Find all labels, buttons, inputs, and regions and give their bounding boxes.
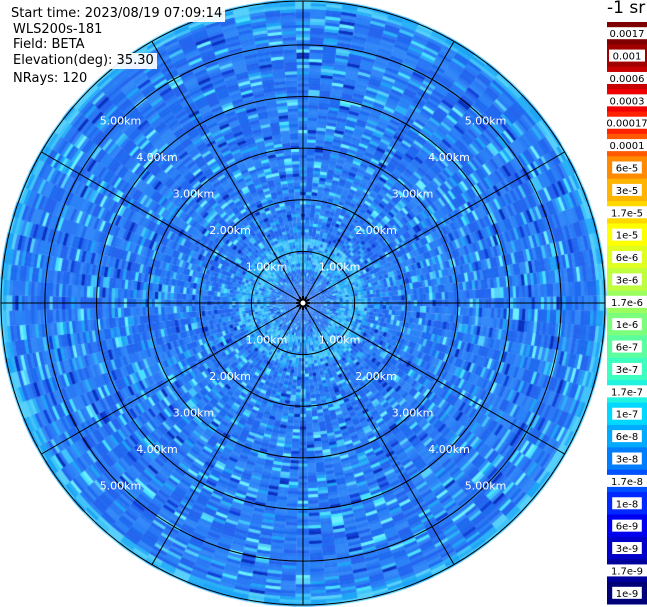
field-label: Field: BETA [10, 37, 88, 53]
ring-label: 1.00km [246, 260, 288, 273]
colorbar-tick-bg [612, 497, 642, 510]
ring-label: 2.00km [209, 224, 251, 237]
colorbar-tick-bg [612, 362, 642, 375]
colorbar-tick-bg [612, 228, 642, 241]
ring-label: 3.00km [173, 187, 215, 200]
colorbar-tick-bg [612, 318, 642, 331]
colorbar-tick-bg [605, 564, 647, 577]
colorbar-tick-bg [605, 139, 647, 152]
ring-label: 1.00km [246, 334, 288, 347]
ring-label: 1.00km [319, 260, 361, 273]
colorbar-tick-bg [605, 71, 647, 84]
ring-label: 4.00km [428, 151, 470, 164]
elevation-label: Elevation(deg): 35.30 [10, 53, 157, 69]
colorbar-tick-bg [612, 273, 642, 286]
ring-label: 2.00km [355, 224, 397, 237]
colorbar-tick-label: 6e-5 [616, 164, 639, 175]
nrays-label: NRays: 120 [10, 71, 91, 87]
ring-label: 1.00km [319, 334, 361, 347]
radial-line-210 [151, 302, 304, 565]
colorbar-tick-label: 6e-7 [616, 343, 639, 354]
ring-label: 2.00km [355, 370, 397, 383]
ring-label: 5.00km [465, 480, 507, 493]
ring-label: 3.00km [392, 187, 434, 200]
ring-label: 5.00km [465, 114, 507, 127]
colorbar-tick-bg [605, 206, 647, 219]
colorbar-tick-bg [609, 49, 645, 62]
colorbar-tick-bg [612, 519, 642, 532]
ring-label: 4.00km [136, 443, 178, 456]
colorbar-tick-label: 1e-6 [616, 320, 639, 331]
ring-labels: 1.00km 1.00km 1.00km 1.00km 2.00km 2.00km 2.00… [100, 114, 507, 492]
ring-label: 3.00km [173, 407, 215, 420]
colorbar-tick-bg [612, 430, 642, 443]
ring-label: 2.00km [209, 370, 251, 383]
colorbar-tick-bg [605, 385, 647, 398]
start-time-label: Start time: 2023/08/19 07:09:14 [8, 6, 226, 22]
colorbar-tick-bg [612, 251, 642, 264]
colorbar-tick-label: 6e-6 [616, 253, 639, 264]
colorbar-tick-label: 6e-9 [616, 522, 639, 533]
colorbar-tick-label: 0.00017 [606, 119, 647, 130]
colorbar-tick-bg [605, 27, 647, 40]
colorbar-tick-bg [605, 94, 647, 107]
colorbar-unit-label: -1 sr [607, 0, 646, 18]
ring-label: 3.00km [392, 407, 434, 420]
colorbar-tick-bg [602, 116, 647, 129]
colorbar-tick-label: 1.7e-7 [611, 387, 643, 398]
colorbar-tick-label: 6e-8 [616, 432, 639, 443]
colorbar-tick-bg [612, 586, 642, 599]
ring-label: 5.00km [100, 114, 142, 127]
colorbar-tick-bg [612, 161, 642, 174]
colorbar-tick-label: 1.7e-6 [611, 298, 643, 309]
colorbar-tick-label: 3e-6 [616, 275, 639, 286]
colorbar-tick-label: 1e-7 [616, 410, 639, 421]
colorbar-tick-label: 3e-9 [616, 544, 639, 555]
colorbar-tick-label: 1e-9 [616, 589, 639, 600]
colorbar-tick-label: 0.0001 [610, 141, 645, 152]
colorbar-tick-bg [612, 407, 642, 420]
colorbar-tick-bg [612, 340, 642, 353]
ring-label: 4.00km [428, 443, 470, 456]
ppi-grid-overlay: 1.00km 1.00km 1.00km 1.00km 2.00km 2.00km 2.00… [0, 0, 606, 606]
colorbar-tick-label: 1e-5 [616, 231, 639, 242]
radial-line-60 [302, 151, 565, 304]
colorbar-tick-label: 0.001 [613, 52, 642, 63]
radial-lines [1, 1, 605, 605]
colorbar-tick-label: 0.0017 [610, 29, 645, 40]
colorbar-tick-label: 3e-5 [616, 186, 639, 197]
ring-label: 4.00km [136, 151, 178, 164]
colorbar-tick-bg [612, 183, 642, 196]
colorbar-tick-label: 0.0006 [610, 74, 645, 85]
radar-center-marker [296, 296, 310, 310]
radial-line-300 [41, 151, 304, 304]
radial-line-240 [41, 302, 304, 455]
instrument-label: WLS200s-181 [10, 22, 106, 38]
radial-line-120 [302, 302, 565, 455]
colorbar-tick-label: 1.7e-9 [611, 566, 643, 577]
colorbar-tick-bg [605, 295, 647, 308]
colorbar-tick-bg [612, 542, 642, 555]
colorbar-tick-label: 1.7e-5 [611, 208, 643, 219]
radial-line-330 [151, 41, 304, 304]
colorbar-tick-label: 3e-8 [616, 455, 639, 466]
colorbar-tick-bg [605, 474, 647, 487]
ring-label: 5.00km [100, 480, 142, 493]
radial-line-150 [302, 302, 455, 565]
colorbar-tick-label: 0.0003 [610, 96, 645, 107]
colorbar-tick-bg [612, 452, 642, 465]
colorbar-tick-label: 3e-7 [616, 365, 639, 376]
colorbar-tick-label: 1e-8 [616, 499, 639, 510]
radial-line-30 [302, 41, 455, 304]
colorbar-tick-label: 1.7e-8 [611, 477, 643, 488]
